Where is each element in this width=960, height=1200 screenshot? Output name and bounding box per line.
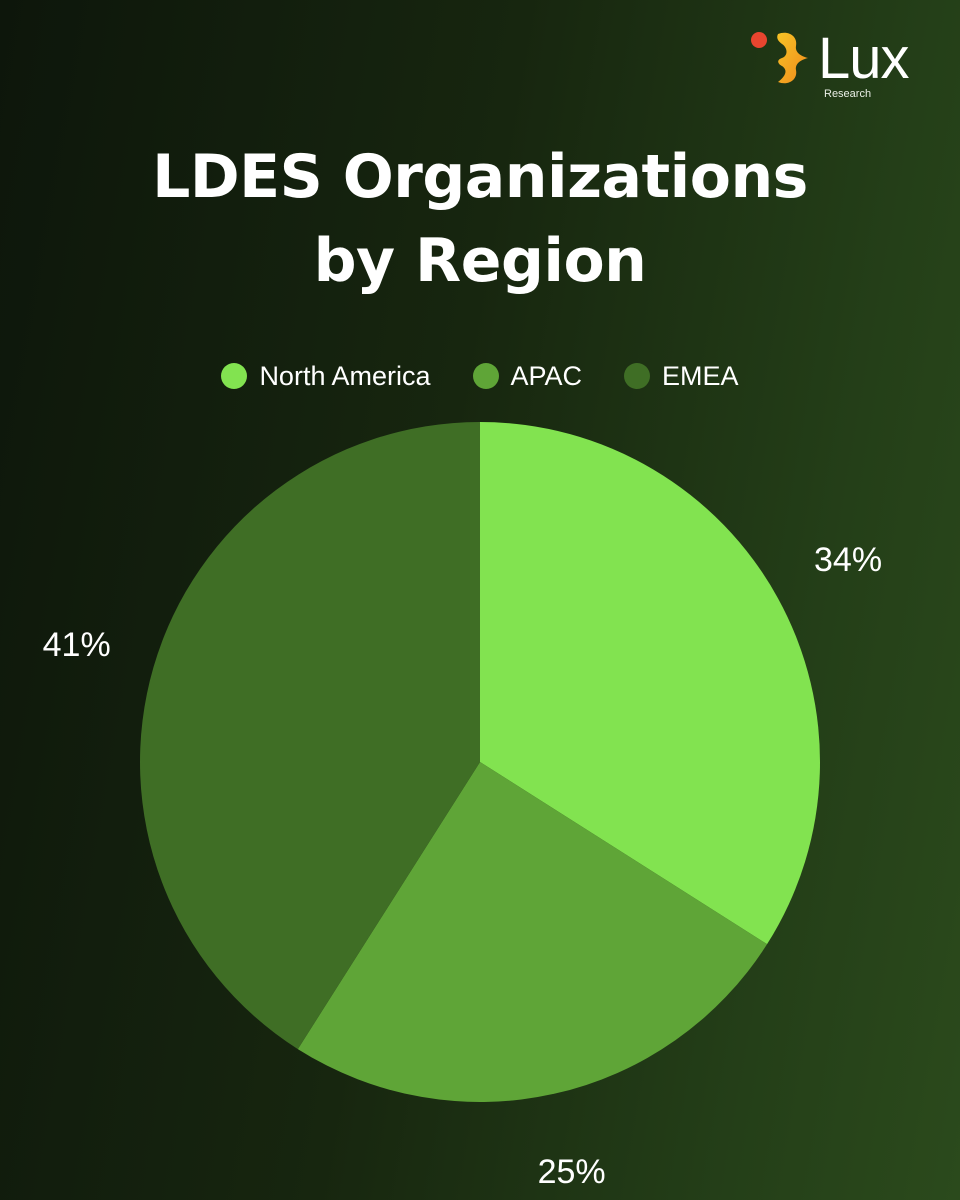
pie-slice-apac — [297, 762, 768, 1102]
legend-item-emea: EMEA — [624, 360, 739, 392]
slice-label-north-america: 34% — [814, 540, 883, 579]
pie-slice-emea — [139, 422, 481, 1050]
chart-legend: North America APAC EMEA — [0, 360, 960, 392]
legend-label-apac: APAC — [510, 361, 583, 391]
legend-label-emea: EMEA — [662, 361, 739, 391]
lux-mark-icon — [751, 32, 808, 84]
brand-dot — [751, 32, 767, 48]
pie-slice-north-america — [480, 422, 820, 945]
brand-subtitle: Research — [824, 88, 872, 100]
page-title: LDES Organizations by Region — [0, 135, 960, 303]
legend-label-north-america: North America — [259, 361, 431, 391]
brand-name: Lux — [818, 26, 910, 91]
legend-item-north-america: North America — [221, 360, 431, 392]
slice-label-apac: 25% — [537, 1152, 606, 1191]
legend-swatch-emea — [624, 363, 651, 389]
title-line-2: by Region — [313, 226, 647, 296]
title-line-1: LDES Organizations — [152, 142, 808, 212]
legend-swatch-apac — [472, 363, 499, 389]
legend-item-apac: APAC — [472, 360, 583, 392]
slice-label-emea: 41% — [42, 625, 111, 664]
legend-swatch-north-america — [221, 363, 248, 389]
brand-logo: Lux Research — [748, 26, 938, 106]
